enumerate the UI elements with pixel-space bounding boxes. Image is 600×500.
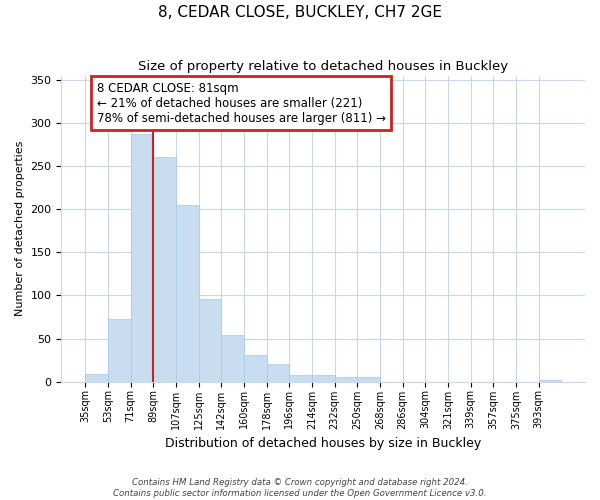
Bar: [289, 375, 312, 382]
Text: Contains HM Land Registry data © Crown copyright and database right 2024.
Contai: Contains HM Land Registry data © Crown c…: [113, 478, 487, 498]
Bar: [312, 375, 335, 382]
Bar: [85, 374, 108, 382]
Title: Size of property relative to detached houses in Buckley: Size of property relative to detached ho…: [138, 60, 508, 73]
Bar: [199, 299, 221, 382]
Bar: [244, 355, 266, 382]
Bar: [221, 335, 244, 382]
Text: 8 CEDAR CLOSE: 81sqm
← 21% of detached houses are smaller (221)
78% of semi-deta: 8 CEDAR CLOSE: 81sqm ← 21% of detached h…: [97, 82, 386, 124]
Bar: [131, 134, 153, 382]
X-axis label: Distribution of detached houses by size in Buckley: Distribution of detached houses by size …: [165, 437, 481, 450]
Bar: [539, 380, 561, 382]
Bar: [266, 364, 289, 382]
Bar: [108, 318, 131, 382]
Bar: [176, 205, 199, 382]
Bar: [153, 156, 176, 382]
Y-axis label: Number of detached properties: Number of detached properties: [15, 141, 25, 316]
Bar: [335, 378, 357, 382]
Text: 8, CEDAR CLOSE, BUCKLEY, CH7 2GE: 8, CEDAR CLOSE, BUCKLEY, CH7 2GE: [158, 5, 442, 20]
Bar: [357, 378, 380, 382]
